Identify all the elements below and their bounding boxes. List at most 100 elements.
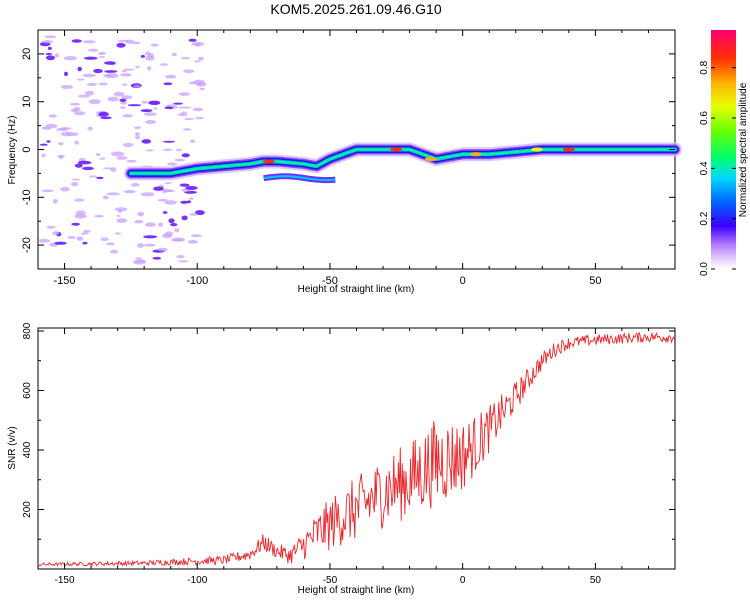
- noise-blob: [71, 39, 82, 43]
- noise-blob: [127, 104, 142, 107]
- noise-blob: [167, 162, 178, 166]
- noise-blob: [70, 182, 79, 187]
- snr-ylabel: SNR (v/v): [7, 426, 18, 469]
- noise-blob: [96, 176, 104, 180]
- noise-blob: [58, 142, 64, 146]
- noise-blob: [58, 155, 64, 159]
- noise-blob: [87, 82, 98, 87]
- noise-blob: [194, 60, 201, 63]
- noise-blob: [64, 71, 68, 76]
- noise-blob: [135, 132, 140, 136]
- noise-blob: [175, 149, 183, 152]
- noise-blob: [178, 106, 192, 109]
- noise-blob: [147, 66, 152, 71]
- snr-xlabel: Height of straight line (km): [298, 585, 415, 596]
- noise-blob: [98, 82, 108, 86]
- noise-blob: [119, 98, 127, 103]
- noise-blob: [45, 52, 53, 56]
- noise-blob: [45, 55, 56, 61]
- noise-blob: [107, 96, 119, 102]
- noise-blob: [41, 189, 54, 193]
- noise-blob: [195, 116, 204, 120]
- noise-blob: [178, 92, 191, 96]
- noise-blob: [54, 241, 67, 245]
- noise-blob: [74, 111, 86, 116]
- x-tick-label: 50: [590, 575, 602, 586]
- colorbar-tick-label: 0.2: [699, 211, 710, 225]
- noise-blob: [121, 95, 133, 100]
- noise-blob: [82, 241, 88, 245]
- noise-blob: [47, 46, 52, 51]
- noise-blob: [140, 55, 146, 58]
- noise-blob: [88, 48, 99, 52]
- noise-blob: [125, 39, 135, 44]
- noise-blob: [153, 186, 164, 191]
- noise-blob: [162, 148, 173, 151]
- noise-blob: [181, 215, 188, 221]
- spectrogram-xlabel: Height of straight line (km): [298, 284, 415, 295]
- y-tick-label: -20: [21, 237, 33, 253]
- snr-series-line: [37, 332, 675, 568]
- noise-blob: [102, 195, 109, 200]
- noise-blob: [133, 126, 142, 129]
- noise-blob: [132, 260, 147, 265]
- noise-blob: [88, 99, 101, 105]
- noise-blob: [157, 247, 168, 252]
- noise-blob: [84, 56, 98, 60]
- noise-blob: [110, 151, 125, 157]
- noise-blob: [189, 213, 199, 216]
- noise-blob: [61, 131, 73, 137]
- noise-blob: [46, 225, 56, 229]
- hot-spot: [531, 147, 543, 152]
- snr-marks: [37, 332, 675, 568]
- noise-blob: [123, 190, 136, 194]
- noise-blob: [164, 182, 172, 185]
- noise-blob: [145, 149, 154, 152]
- noise-blob: [100, 116, 112, 120]
- noise-blob: [171, 52, 177, 57]
- noise-blob: [44, 35, 57, 39]
- noise-blob: [60, 84, 74, 89]
- noise-blob: [84, 90, 95, 96]
- noise-blob: [161, 233, 173, 239]
- noise-blob: [153, 107, 158, 110]
- noise-blob: [188, 197, 194, 200]
- x-tick-label: -100: [187, 575, 207, 586]
- hot-spot: [562, 147, 575, 152]
- noise-blob: [71, 178, 81, 181]
- noise-blob: [145, 55, 155, 61]
- ridge-branch-core: [263, 175, 336, 182]
- noise-blob: [180, 111, 188, 117]
- noise-blob: [99, 157, 105, 160]
- noise-blob: [180, 200, 189, 204]
- noise-blob: [113, 91, 125, 97]
- y-tick-label: 400: [22, 441, 33, 458]
- noise-blob: [116, 156, 128, 160]
- hot-spot: [262, 159, 275, 164]
- x-tick-label: 0: [460, 275, 466, 287]
- noise-blob: [177, 260, 189, 263]
- noise-blob: [186, 200, 191, 204]
- noise-blob: [109, 249, 119, 254]
- colorbar-tick-label: 0.4: [699, 161, 710, 175]
- noise-blob: [198, 56, 204, 61]
- noise-blob: [165, 74, 177, 79]
- noise-blob: [52, 231, 60, 236]
- noise-blob: [121, 83, 128, 86]
- y-tick-label: 600: [22, 382, 33, 399]
- noise-blob: [164, 106, 174, 110]
- noise-blob: [116, 42, 126, 48]
- noise-blob: [102, 167, 112, 170]
- noise-blob: [163, 82, 173, 86]
- noise-blob: [69, 102, 81, 106]
- noise-blob: [82, 166, 94, 171]
- noise-blob: [195, 82, 204, 85]
- colorbar-tick-label: 0.0: [699, 262, 710, 276]
- noise-blob: [77, 66, 82, 72]
- colorbar-tick-label: 0.6: [699, 111, 710, 125]
- x-tick-label: 50: [589, 275, 601, 287]
- noise-blob: [110, 167, 117, 173]
- noise-blob: [104, 70, 118, 73]
- noise-blob: [183, 69, 195, 73]
